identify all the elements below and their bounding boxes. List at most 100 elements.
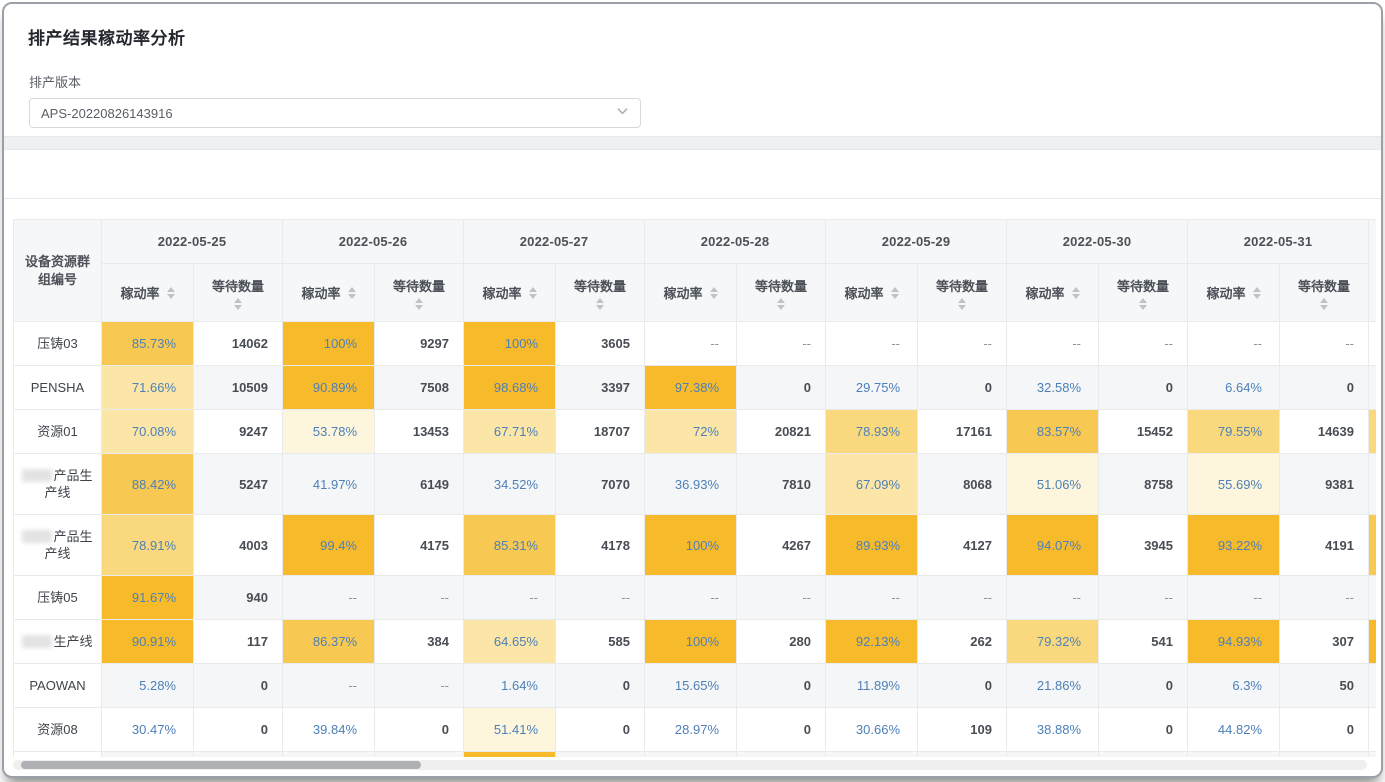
sort-caret-icon[interactable] <box>233 297 242 310</box>
rate-cell: 6.3% <box>1187 663 1280 708</box>
rate-cell: -- <box>1006 575 1099 620</box>
wait-column-header: 等待数量 <box>736 263 826 322</box>
table-row: 产品生产线 88.42% 5247 41.97% 6149 34.52% 7070 36.93… <box>13 453 1376 515</box>
wait-cell: 6149 <box>374 453 464 515</box>
rate-column-header: 稼动率 <box>1006 263 1099 322</box>
wait-header-label: 等待数量 <box>573 278 626 294</box>
rate-cell: 86.37% <box>282 619 375 664</box>
wait-cell: -- <box>1098 575 1188 620</box>
wait-cell: -- <box>736 575 826 620</box>
table-row: 产品生产线 78.91% 4003 99.4% 4175 85.31% 4178 100% 42… <box>13 514 1376 576</box>
rate-cell: 55.69% <box>1187 453 1280 515</box>
table-row: 压铸03 85.73% 14062 100% 9297 100% 3605 -- -- -- -- -… <box>13 321 1376 366</box>
rate-cell: 78.91% <box>101 514 194 576</box>
wait-cell: 15452 <box>1098 409 1188 454</box>
wait-cell <box>1279 751 1369 757</box>
rate-cell: 79.32% <box>1006 619 1099 664</box>
resource-group-name: PAOWAN <box>13 663 102 708</box>
version-select-value: APS-20220826143916 <box>41 105 173 121</box>
wait-header-label: 等待数量 <box>754 278 807 294</box>
rate-cell: 93.22% <box>1187 514 1280 576</box>
wait-cell: 262 <box>917 619 1007 664</box>
sort-caret-icon[interactable] <box>1071 286 1080 299</box>
rate-cell: 88.42% <box>101 453 194 515</box>
rate-cell: -- <box>282 663 375 708</box>
rate-header-label: 稼动率 <box>120 286 160 301</box>
sort-caret-icon[interactable] <box>347 286 356 299</box>
date-header: 2022-05-27 <box>463 219 645 264</box>
wait-cell: -- <box>374 663 464 708</box>
wait-cell: 7070 <box>555 453 645 515</box>
sort-caret-icon[interactable] <box>890 286 899 299</box>
rate-header-content: 稼动率 <box>301 283 356 302</box>
wait-cell: 50 <box>1279 663 1369 708</box>
sort-caret-icon[interactable] <box>776 297 785 310</box>
wait-cell <box>193 751 283 757</box>
rate-cell: 99.4% <box>282 514 375 576</box>
wait-cell: -- <box>555 575 645 620</box>
rate-cell: 100% <box>282 321 375 366</box>
wait-cell: -- <box>1279 575 1369 620</box>
wait-cell: -- <box>1279 321 1369 366</box>
redacted-text-blur <box>22 530 53 543</box>
table-row: 资源08 30.47% 0 39.84% 0 51.41% 0 28.97% 0 30.66% 10… <box>13 707 1376 752</box>
horizontal-scrollbar[interactable] <box>13 760 1367 770</box>
wait-cell: 0 <box>555 663 645 708</box>
redacted-text-blur <box>22 635 53 648</box>
rate-cell: 100% <box>644 514 737 576</box>
wait-column-header: 等待数量 <box>374 263 464 322</box>
overflow-column-header <box>1368 219 1376 322</box>
wait-cell: 14062 <box>193 321 283 366</box>
rate-cell <box>101 751 194 757</box>
rate-header-label: 稼动率 <box>663 286 703 301</box>
wait-column-header: 等待数量 <box>555 263 645 322</box>
rate-cell: 30.66% <box>825 707 918 752</box>
wait-cell: 4191 <box>1279 514 1369 576</box>
sort-caret-icon[interactable] <box>1252 286 1261 299</box>
rate-column-header: 稼动率 <box>644 263 737 322</box>
wait-cell: 17161 <box>917 409 1007 454</box>
wait-cell: 20821 <box>736 409 826 454</box>
rate-cell: 70.08% <box>101 409 194 454</box>
date-header: 2022-05-26 <box>282 219 464 264</box>
version-select[interactable]: APS-20220826143916 <box>29 98 641 128</box>
rate-cell: 53.78% <box>282 409 375 454</box>
overflow-rate-cell <box>1368 365 1376 410</box>
wait-cell: -- <box>917 321 1007 366</box>
sort-caret-icon[interactable] <box>1138 297 1147 310</box>
rate-cell: 92.13% <box>825 619 918 664</box>
rate-cell: 1.64% <box>463 663 556 708</box>
rate-cell: 67.71% <box>463 409 556 454</box>
sort-caret-icon[interactable] <box>595 297 604 310</box>
rate-header-label: 稼动率 <box>1025 286 1065 301</box>
rate-cell: 89.93% <box>825 514 918 576</box>
sort-caret-icon[interactable] <box>166 286 175 299</box>
rate-cell: 85.31% <box>463 514 556 576</box>
wait-cell: 4003 <box>193 514 283 576</box>
rate-cell: 90.89% <box>282 365 375 410</box>
rate-cell: 38.88% <box>1006 707 1099 752</box>
sort-caret-icon[interactable] <box>709 286 718 299</box>
rate-cell: -- <box>825 575 918 620</box>
sort-caret-icon[interactable] <box>414 297 423 310</box>
table-row-partial <box>13 751 1376 757</box>
table-row: 压铸05 91.67% 940 -- -- -- -- -- -- -- -- -- -- -- -- <box>13 575 1376 620</box>
overflow-rate-cell <box>1368 663 1376 708</box>
wait-cell: 13453 <box>374 409 464 454</box>
rate-cell: 41.97% <box>282 453 375 515</box>
sort-caret-icon[interactable] <box>528 286 537 299</box>
rate-cell: 72% <box>644 409 737 454</box>
horizontal-scrollbar-thumb[interactable] <box>21 761 421 769</box>
sort-caret-icon[interactable] <box>957 297 966 310</box>
wait-cell: 0 <box>736 365 826 410</box>
wait-header-content: 等待数量 <box>755 276 807 310</box>
rate-cell: 79.55% <box>1187 409 1280 454</box>
wait-header-content: 等待数量 <box>212 276 264 310</box>
wait-cell: 0 <box>917 663 1007 708</box>
rate-cell: 97.38% <box>644 365 737 410</box>
sort-caret-icon[interactable] <box>1319 297 1328 310</box>
wait-cell: 5247 <box>193 453 283 515</box>
wait-cell: 14639 <box>1279 409 1369 454</box>
date-header: 2022-05-28 <box>644 219 826 264</box>
overflow-rate-cell <box>1368 321 1376 366</box>
